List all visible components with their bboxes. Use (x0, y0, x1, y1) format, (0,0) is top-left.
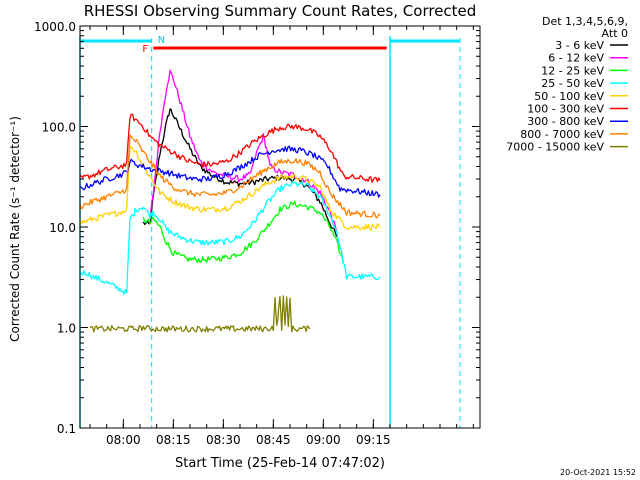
x-tick-label: 08:15 (156, 433, 191, 447)
x-tick-label: 08:00 (106, 433, 141, 447)
series-line (89, 295, 311, 333)
legend-entry-label: 300 - 800 keV (527, 115, 604, 128)
y-axis-label: Corrected Count Rate (s⁻¹ detector⁻¹) (8, 116, 22, 342)
y-tick-label: 10.0 (49, 221, 76, 235)
detector-info-text: Det 1,3,4,5,6,9, (542, 15, 628, 28)
x-tick-label: 08:30 (206, 433, 241, 447)
y-tick-label: 1.0 (57, 322, 76, 336)
footer-date: 20-Oct-2021 15:52 (560, 468, 636, 477)
legend-entry-label: 100 - 300 keV (527, 103, 604, 116)
series-line (79, 113, 381, 183)
axes-layer: 0.1 1.0 10.0 100.0 1000.0 08:00 08:15 08:30 08:4… (34, 20, 481, 447)
legend-entry-label: 800 - 7000 keV (520, 128, 604, 141)
x-axis-label: Start Time (25-Feb-14 07:47:02) (175, 456, 385, 471)
x-tick-label: 09:00 (306, 433, 341, 447)
legend-entry-label: 25 - 50 keV (541, 77, 604, 90)
series-line (142, 108, 338, 237)
series-line (79, 134, 381, 219)
legend-entry-label: 7000 - 15000 keV (506, 141, 604, 154)
detector-info-text: Att 0 (602, 27, 628, 40)
series-line (79, 145, 381, 231)
x-tick-label: 09:15 (356, 433, 391, 447)
chart-title: RHESSI Observing Summary Count Rates, Co… (84, 2, 477, 20)
y-tick-label: 100.0 (42, 121, 76, 135)
legend-entry-label: 50 - 100 keV (534, 90, 604, 103)
flare-flag-label: F (142, 44, 148, 55)
legend-entry-label: 3 - 6 keV (555, 39, 604, 52)
series-line (142, 200, 344, 264)
y-tick-label: 1000.0 (34, 20, 76, 34)
series-line (79, 145, 381, 198)
series-line (79, 180, 381, 296)
legend-entry-label: 12 - 25 keV (541, 64, 604, 77)
y-tick-label: 0.1 (57, 422, 76, 436)
series-line (149, 69, 338, 232)
x-tick-label: 08:45 (256, 433, 291, 447)
legend-entry-label: 6 - 12 keV (548, 52, 604, 65)
night-flag-label: N (158, 35, 165, 46)
series-layer (79, 69, 381, 333)
